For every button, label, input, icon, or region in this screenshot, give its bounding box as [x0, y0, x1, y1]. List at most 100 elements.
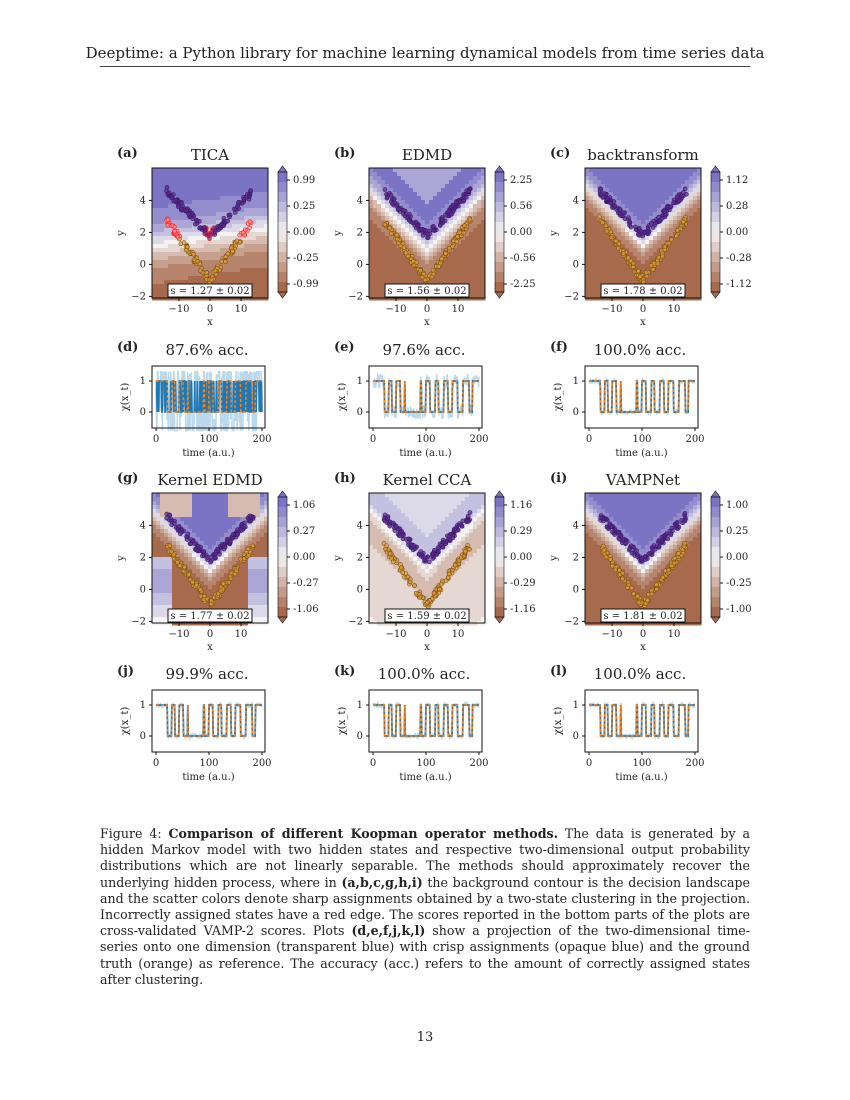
contour-cell: [585, 212, 590, 217]
contour-cell: [377, 264, 382, 269]
contour-cell: [473, 248, 478, 253]
contour-cell: [236, 228, 241, 233]
contour-cell: [669, 196, 674, 201]
contour-cell: [192, 493, 197, 498]
contour-cell: [248, 593, 253, 598]
contour-cell: [204, 505, 209, 510]
contour-cell: [681, 236, 686, 241]
contour-cell: [172, 493, 177, 498]
contour-cell: [477, 288, 482, 293]
contour-cell: [477, 284, 482, 289]
scatter-point: [240, 230, 246, 236]
contour-cell: [693, 292, 698, 297]
contour-cell: [369, 212, 374, 217]
scatter-point: [431, 224, 436, 229]
contour-cell: [425, 172, 430, 177]
contour-cell: [477, 268, 482, 273]
scatter-point: [241, 196, 247, 202]
contour-cell: [196, 204, 201, 209]
contour-cell: [240, 585, 245, 590]
contour-cell: [693, 228, 698, 233]
contour-cell: [264, 561, 269, 566]
contour-cell: [200, 184, 205, 189]
scatter-point: [462, 223, 467, 228]
contour-cell: [445, 196, 450, 201]
contour-cell: [457, 252, 462, 257]
contour-cell: [208, 224, 213, 229]
contour-cell: [224, 180, 229, 185]
contour-cell: [216, 513, 221, 518]
contour-cell: [397, 264, 402, 269]
scatter-point: [643, 270, 649, 275]
contour-cell: [152, 497, 157, 502]
contour-cell: [248, 561, 253, 566]
contour-cell: [625, 220, 630, 225]
colorbar-segment: [278, 272, 287, 283]
contour-cell: [220, 252, 225, 257]
contour-cell: [477, 176, 482, 181]
contour-cell: [228, 192, 233, 197]
contour-cell: [212, 493, 217, 498]
contour-cell: [409, 208, 414, 213]
contour-cell: [196, 601, 201, 606]
contour-cell: [637, 168, 642, 173]
contour-cell: [264, 505, 269, 510]
contour-cell: [156, 196, 161, 201]
contour-cell: [184, 605, 189, 610]
contour-cell: [397, 168, 402, 173]
contour-cell: [433, 192, 438, 197]
contour-cell: [445, 192, 450, 197]
contour-cell: [381, 212, 386, 217]
scatter-point: [618, 207, 623, 213]
contour-cell: [220, 497, 225, 502]
contour-cell: [228, 601, 233, 606]
contour-cell: [585, 256, 590, 261]
contour-cell: [621, 276, 626, 281]
contour-cell: [168, 228, 173, 233]
contour-cell: [585, 196, 590, 201]
contour-cell: [665, 232, 670, 237]
contour-cell: [445, 184, 450, 189]
contour-cell: [413, 180, 418, 185]
contour-cell: [220, 493, 225, 498]
contour-cell: [228, 256, 233, 261]
contour-cell: [232, 176, 237, 181]
contour-cell: [417, 184, 422, 189]
contour-cell: [216, 569, 221, 574]
contour-cell: [469, 184, 474, 189]
contour-cell: [629, 232, 634, 237]
contour-cell: [645, 212, 650, 217]
contour-cell: [685, 172, 690, 177]
x-axis-label: x: [640, 317, 646, 328]
contour-cell: [248, 493, 253, 498]
x-tick-label: 10: [235, 304, 248, 315]
contour-cell: [601, 244, 606, 249]
contour-cell: [665, 176, 670, 181]
contour-cell: [264, 573, 269, 578]
contour-cell: [417, 260, 422, 265]
contour-cell: [617, 272, 622, 277]
contour-cell: [381, 232, 386, 237]
contour-cell: [176, 581, 181, 586]
contour-cell: [697, 252, 702, 257]
contour-cell: [653, 248, 658, 253]
contour-cell: [409, 264, 414, 269]
contour-cell: [377, 236, 382, 241]
contour-cell: [689, 176, 694, 181]
scatter-point: [227, 214, 232, 220]
contour-cell: [212, 605, 217, 610]
contour-cell: [172, 176, 177, 181]
contour-cell: [184, 260, 189, 265]
contour-cell: [441, 208, 446, 213]
panel-title: EDMD: [401, 146, 453, 164]
contour-cell: [429, 188, 434, 193]
contour-cell: [669, 212, 674, 217]
contour-cell: [389, 212, 394, 217]
contour-cell: [184, 224, 189, 229]
contour-cell: [369, 264, 374, 269]
contour-cell: [613, 168, 618, 173]
contour-cell: [413, 172, 418, 177]
colorbar-extend-bottom: [494, 291, 505, 299]
contour-cell: [248, 176, 253, 181]
contour-cell: [264, 545, 269, 550]
